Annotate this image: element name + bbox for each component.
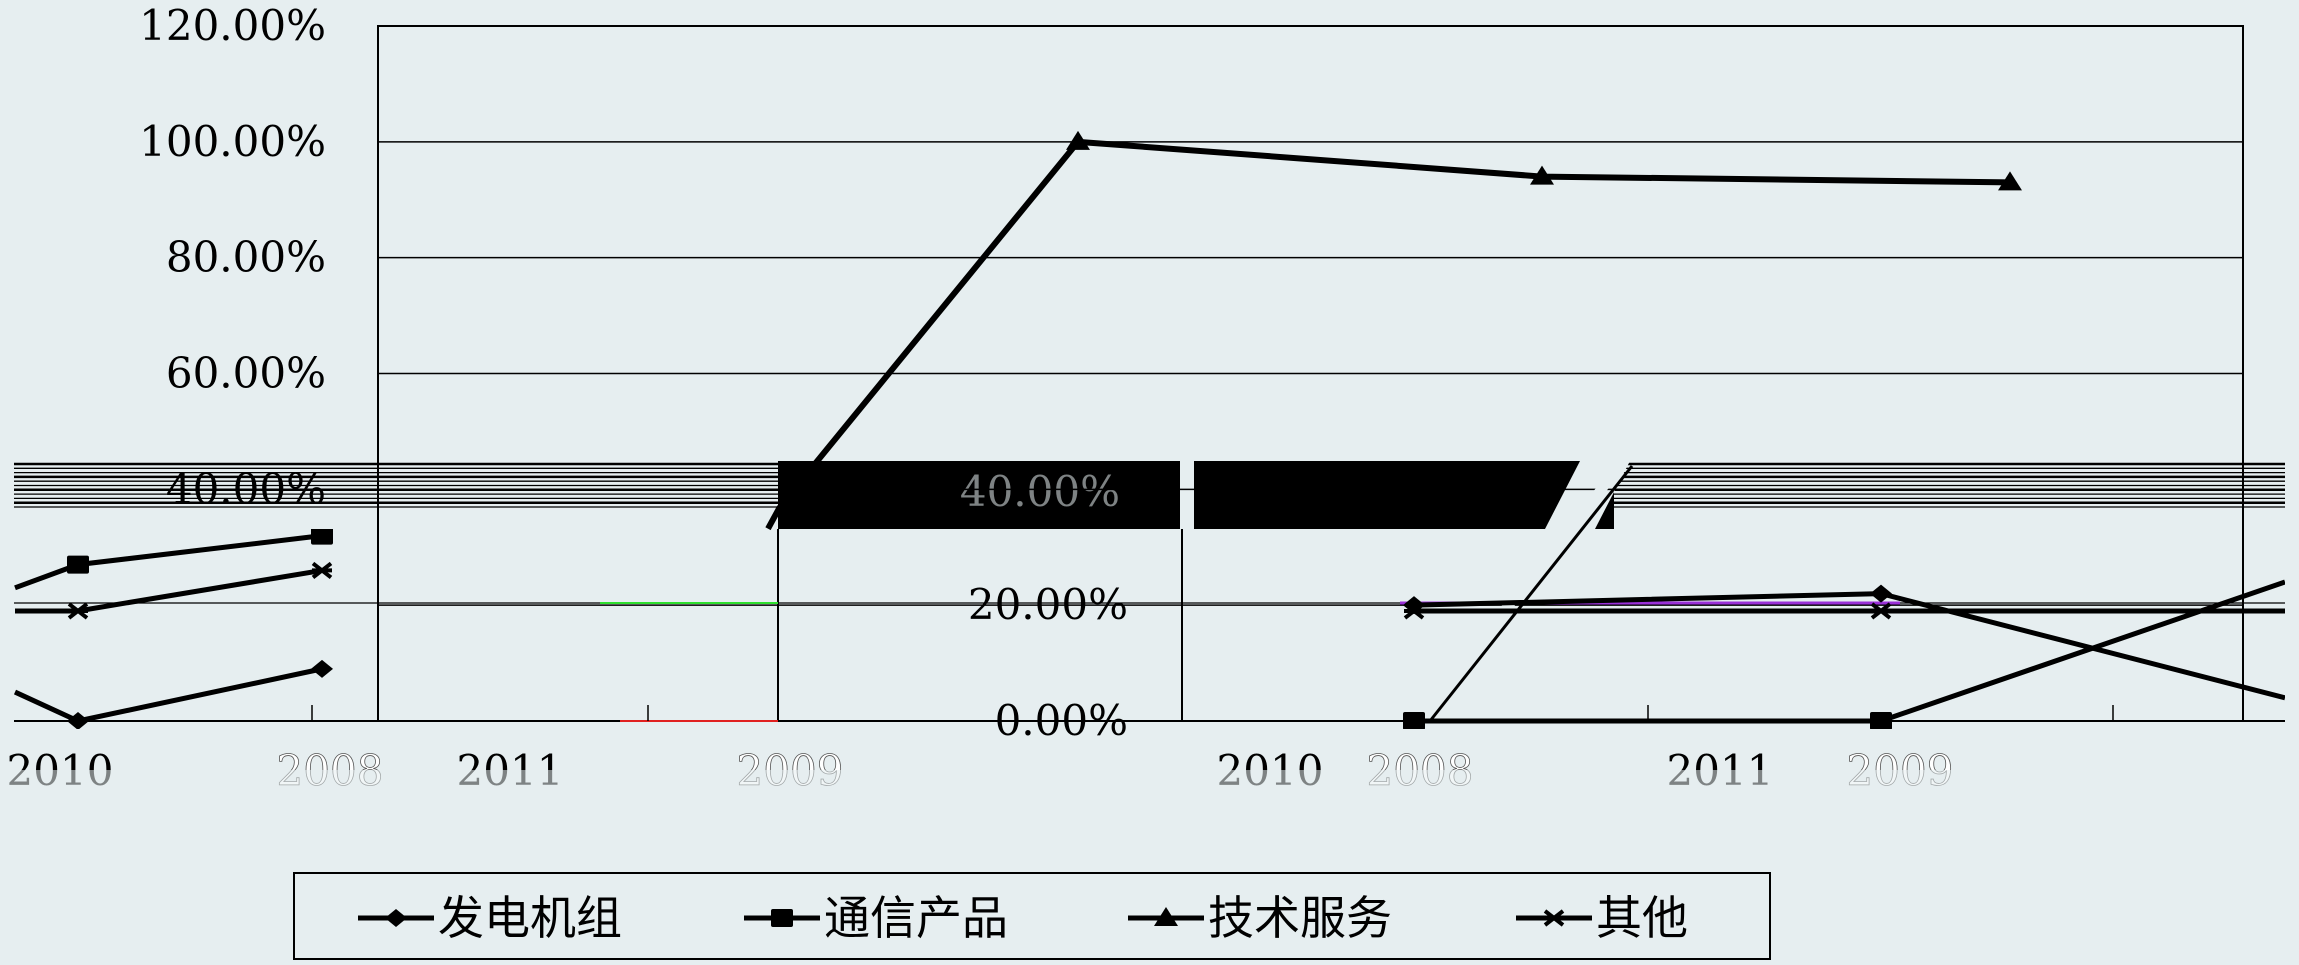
legend-label: 其他: [1596, 891, 1688, 945]
upper-plot: [812, 130, 2022, 462]
y-tick-label: 60.00%: [166, 349, 326, 398]
y-tick-label: 100.00%: [139, 117, 326, 166]
legend-label: 技术服务: [1208, 891, 1392, 945]
legend-marker: [771, 909, 793, 927]
data-point: [1870, 584, 1892, 603]
data-point: [1870, 712, 1892, 729]
data-point: [311, 659, 333, 678]
glitch-gap: [1180, 461, 1194, 529]
y-tick-label: 40.00%: [166, 464, 326, 513]
glitch-mask: [0, 770, 2299, 790]
glitch-block: [778, 461, 1614, 529]
legend-label: 发电机组: [438, 891, 622, 945]
data-point: [67, 712, 89, 729]
glitch-tick-fragment: 40.00%: [960, 467, 1120, 516]
lower-plot: [14, 529, 2285, 729]
legend-marker: [385, 909, 407, 927]
data-point: [1530, 165, 1554, 185]
legend-label: 通信产品: [824, 891, 1008, 945]
series-line-0: [14, 666, 323, 724]
glitch-band: 40.00%: [14, 461, 2285, 529]
data-point: [1403, 602, 1425, 620]
y-tick-label: 80.00%: [166, 233, 326, 282]
glitch-slash: [1428, 465, 1634, 722]
data-point: [1998, 171, 2022, 191]
data-point: [67, 602, 89, 620]
legend: [293, 872, 1771, 960]
y-tick-label: 120.00%: [139, 1, 326, 50]
glitch-slash: [1412, 462, 1624, 725]
data-point: [67, 555, 89, 574]
data-point: [1870, 602, 1892, 620]
legend-marker: [1154, 907, 1178, 926]
legend-marker: [1543, 909, 1565, 927]
series-line-fragment: [765, 505, 783, 531]
data-point: [311, 529, 333, 545]
data-point: [1403, 712, 1425, 729]
series-line-3: [15, 567, 323, 614]
data-point: [1066, 130, 1090, 150]
series-line-tech-service: [812, 138, 2011, 462]
y-tick-label: 20.00%: [968, 580, 1128, 629]
data-point: [311, 561, 333, 579]
